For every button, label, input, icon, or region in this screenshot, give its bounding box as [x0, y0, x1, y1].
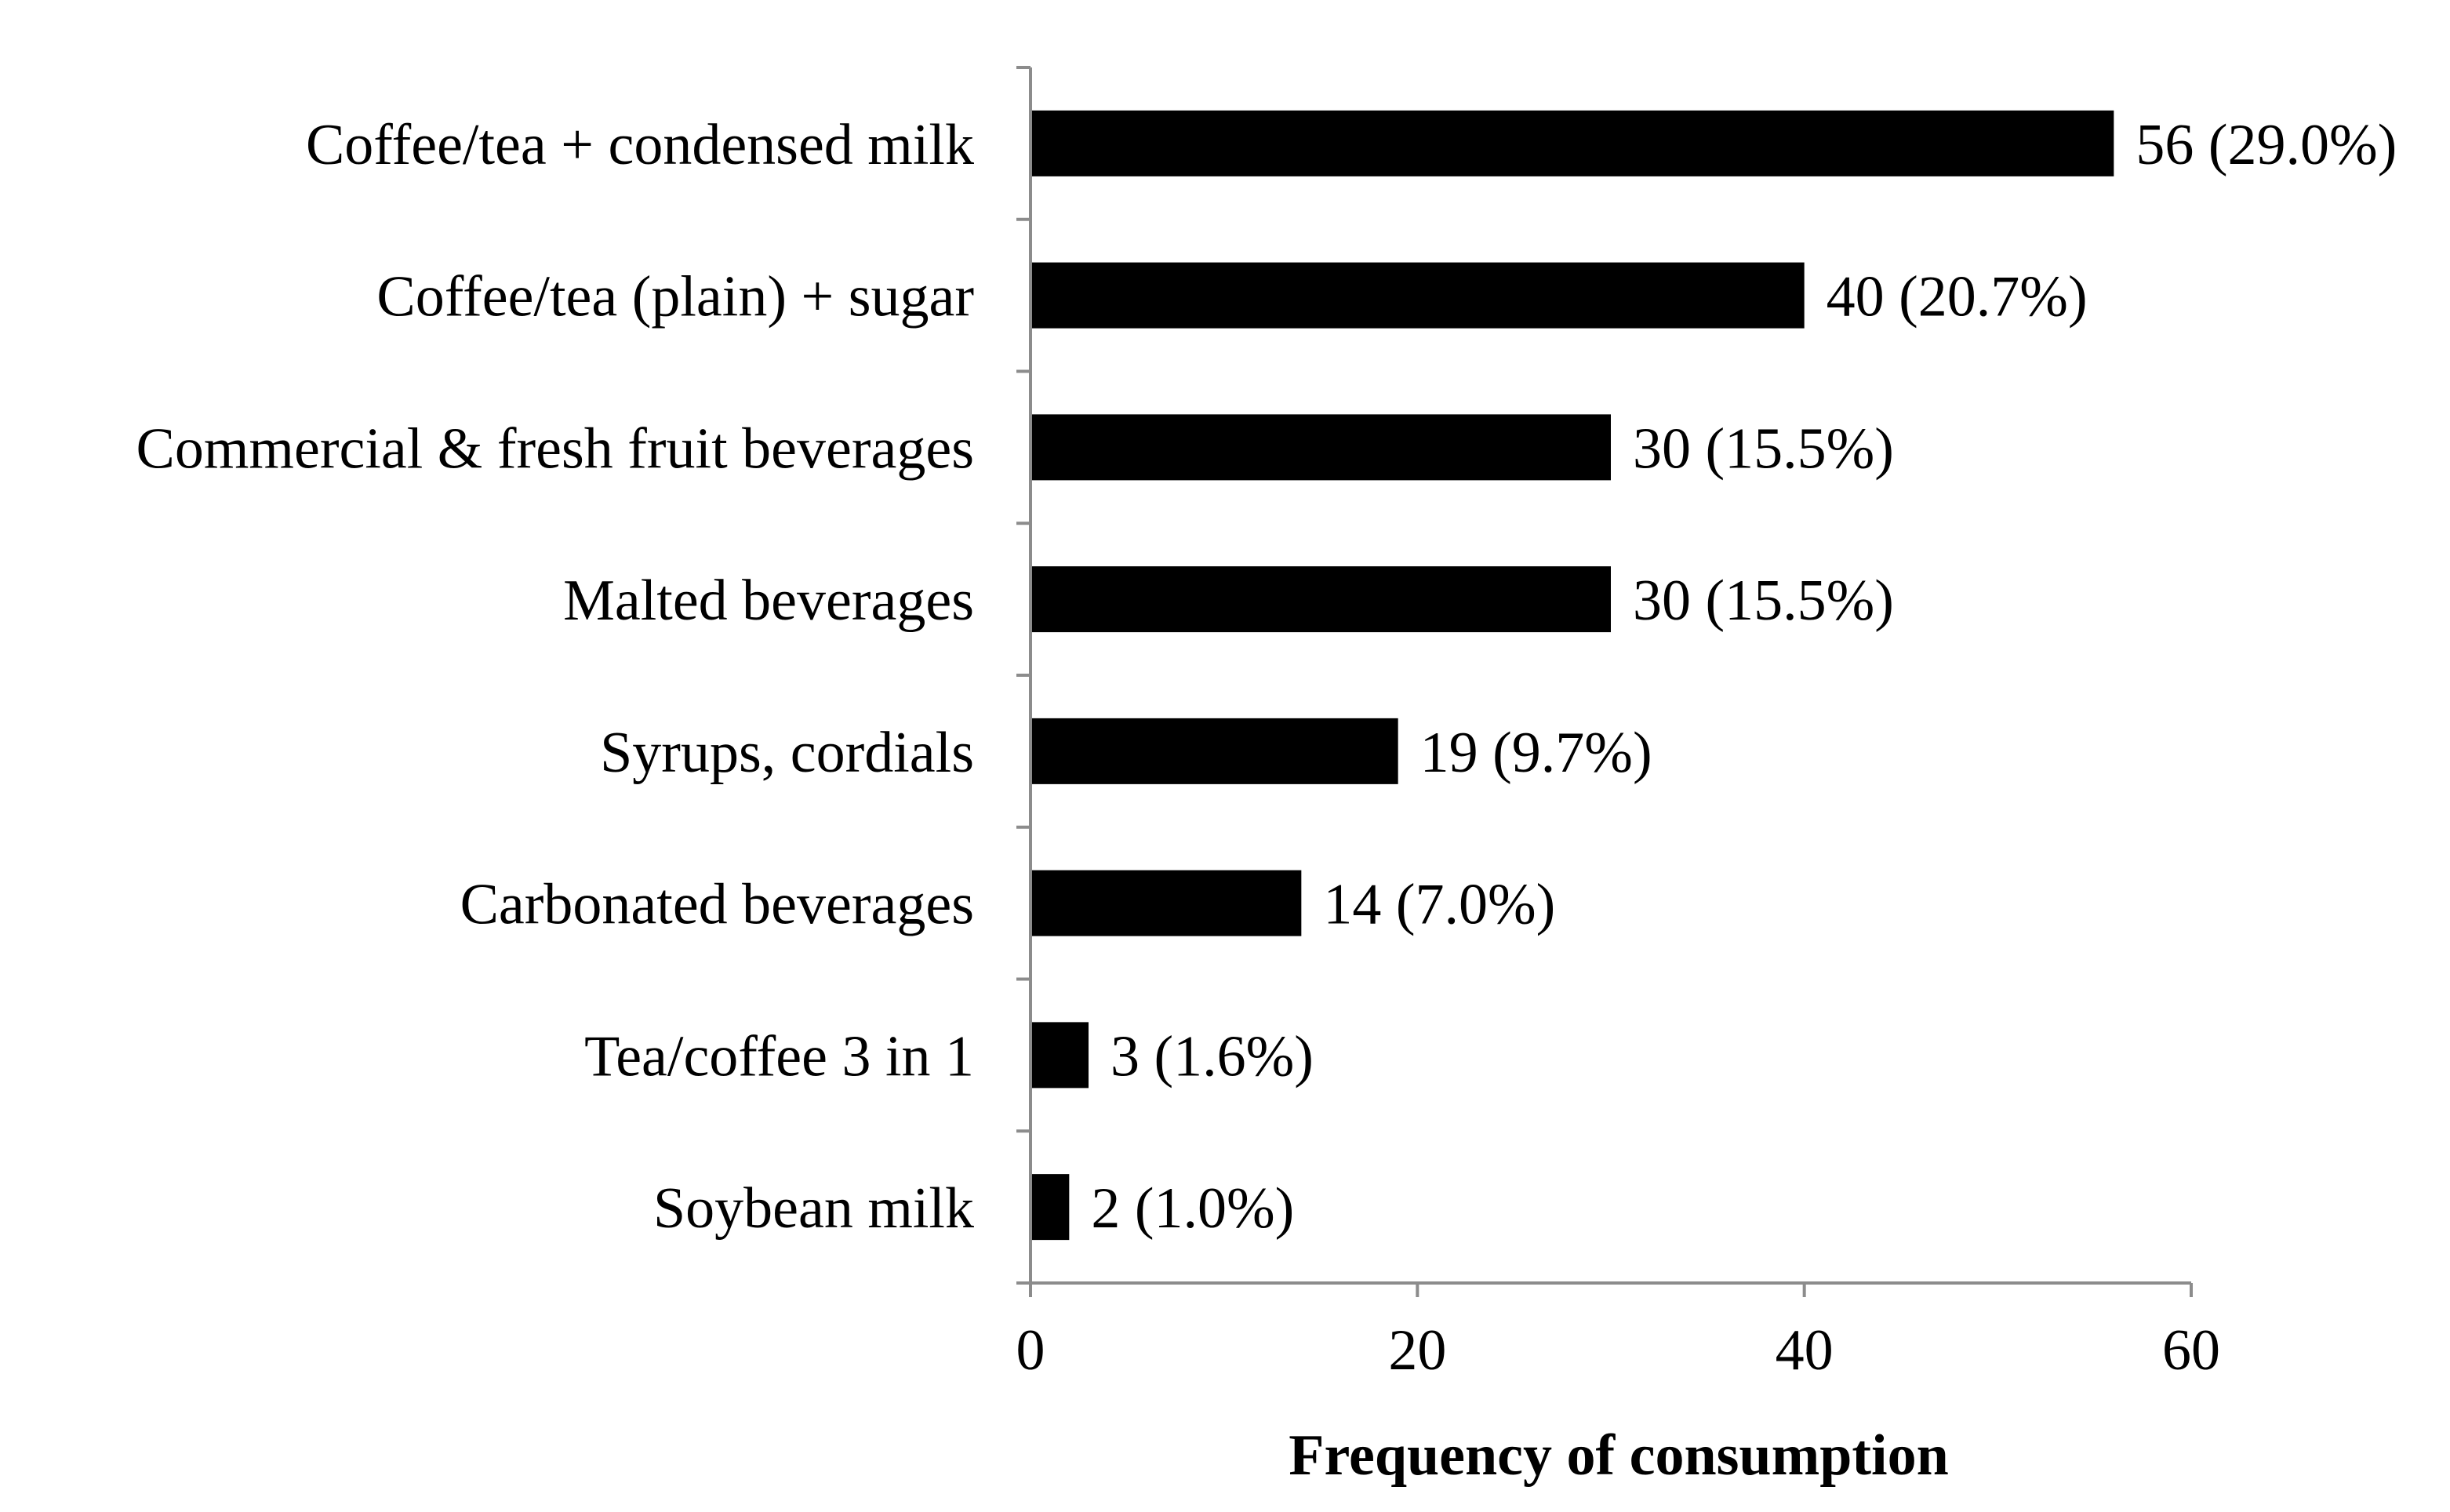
x-tick-label: 60 [2162, 1318, 2220, 1383]
bar-data-label: 30 (15.5%) [1633, 569, 1894, 633]
bar [1031, 718, 1398, 784]
data-labels: 56 (29.0%) 40 (20.7%) 30 (15.5%) 30 (15.5%)… [1091, 113, 2397, 1241]
bar-data-label: 56 (29.0%) [2136, 113, 2397, 177]
bar [1031, 110, 2114, 176]
tick-marks [1016, 66, 2193, 1297]
x-axis-title: Frequency of consumption [1289, 1423, 1948, 1488]
bars [1031, 110, 2114, 1241]
category-label: Carbonated beverages [460, 873, 974, 937]
bar [1031, 1174, 1070, 1241]
category-label: Commercial & fresh fruit beverages [136, 416, 974, 481]
category-label: Syrups, cordials [600, 721, 974, 785]
bar [1031, 870, 1302, 936]
bar-data-label: 19 (9.7%) [1420, 721, 1652, 785]
category-label: Coffee/tea (plain) + sugar [376, 265, 974, 329]
x-tick-label: 20 [1388, 1318, 1446, 1383]
bar-data-label: 2 (1.0%) [1091, 1176, 1294, 1241]
x-tick-labels: 0 20 40 60 [1016, 1318, 2221, 1383]
bar-data-label: 30 (15.5%) [1633, 416, 1894, 481]
bar [1031, 566, 1611, 633]
bar [1031, 414, 1611, 481]
x-tick-label: 40 [1776, 1318, 1834, 1383]
x-tick-label: 0 [1016, 1318, 1045, 1383]
bar [1031, 262, 1805, 329]
category-label: Coffee/tea + condensed milk [306, 113, 974, 177]
category-label: Tea/coffee 3 in 1 [584, 1024, 974, 1089]
bar-data-label: 14 (7.0%) [1323, 873, 1555, 937]
bar-data-label: 3 (1.6%) [1110, 1024, 1314, 1089]
category-label: Soybean milk [653, 1176, 974, 1241]
bar-data-label: 40 (20.7%) [1827, 265, 2088, 329]
bar [1031, 1022, 1089, 1089]
category-labels: Coffee/tea + condensed milk Coffee/tea (p… [136, 113, 974, 1241]
category-label: Malted beverages [563, 569, 974, 633]
